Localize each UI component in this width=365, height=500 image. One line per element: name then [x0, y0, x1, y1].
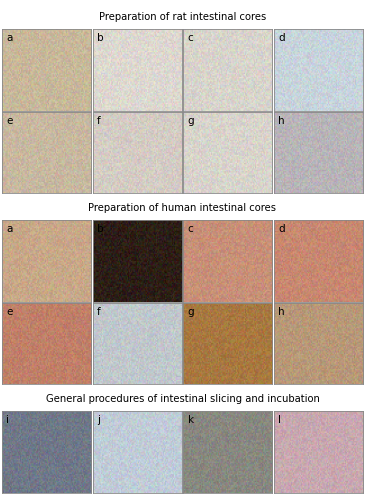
Text: i: i: [6, 415, 9, 425]
Text: c: c: [188, 224, 193, 234]
Text: g: g: [188, 116, 194, 126]
Text: a: a: [6, 224, 13, 234]
Text: h: h: [278, 116, 285, 126]
Text: l: l: [278, 415, 281, 425]
Text: f: f: [97, 116, 101, 126]
Text: h: h: [278, 306, 285, 316]
Text: f: f: [97, 306, 101, 316]
Text: Preparation of rat intestinal cores: Preparation of rat intestinal cores: [99, 12, 266, 22]
Text: e: e: [6, 306, 13, 316]
Text: e: e: [6, 116, 13, 126]
Text: d: d: [278, 33, 285, 43]
Text: Preparation of human intestinal cores: Preparation of human intestinal cores: [88, 202, 277, 212]
Text: d: d: [278, 224, 285, 234]
Text: k: k: [188, 415, 194, 425]
Text: g: g: [188, 306, 194, 316]
Text: a: a: [6, 33, 13, 43]
Text: c: c: [188, 33, 193, 43]
Text: General procedures of intestinal slicing and incubation: General procedures of intestinal slicing…: [46, 394, 319, 404]
Text: b: b: [97, 33, 104, 43]
Text: b: b: [97, 224, 104, 234]
Text: j: j: [97, 415, 100, 425]
